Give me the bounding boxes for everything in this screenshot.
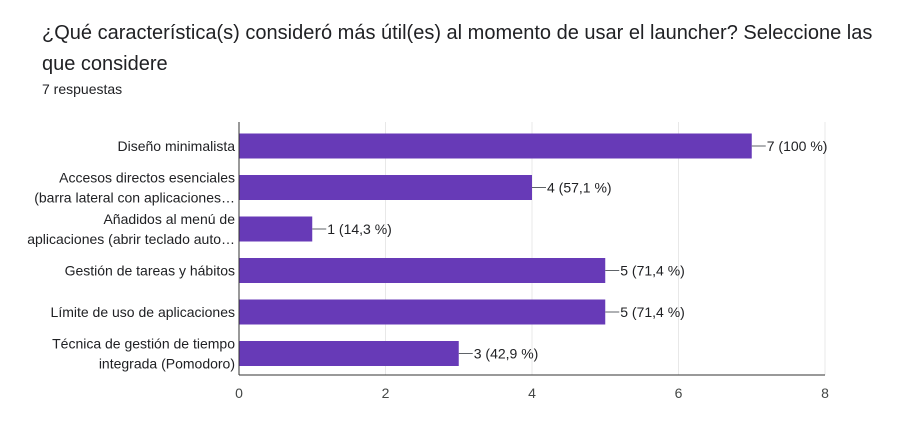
- category-label: Límite de uso de aplicaciones: [51, 304, 235, 320]
- bar: [239, 258, 606, 283]
- x-tick-label: 0: [235, 385, 243, 401]
- bar: [239, 299, 606, 325]
- data-label: 5 (71,4 %): [620, 304, 685, 320]
- category-label: Gestión de tareas y hábitos: [65, 263, 235, 279]
- category-label: aplicaciones (abrir teclado auto…: [27, 231, 235, 247]
- data-label: 5 (71,4 %): [620, 263, 685, 279]
- category-label: Añadidos al menú de: [103, 211, 235, 227]
- bar: [239, 216, 313, 242]
- bar: [239, 133, 752, 159]
- x-tick-label: 8: [821, 385, 829, 401]
- data-label: 7 (100 %): [767, 138, 828, 154]
- data-label: 4 (57,1 %): [547, 180, 612, 196]
- x-tick-label: 4: [528, 385, 536, 401]
- x-tick-label: 2: [382, 385, 390, 401]
- category-label: Diseño minimalista: [118, 138, 236, 154]
- question-title: ¿Qué característica(s) consideró más úti…: [42, 22, 873, 75]
- category-label: Accesos directos esenciales: [59, 170, 235, 186]
- category-label: (barra lateral con aplicaciones…: [34, 190, 235, 206]
- x-tick-label: 6: [675, 385, 683, 401]
- data-label: 1 (14,3 %): [327, 221, 392, 237]
- bar: [239, 341, 459, 366]
- data-label: 3 (42,9 %): [474, 346, 539, 362]
- category-label: Técnica de gestión de tiempo: [52, 336, 235, 352]
- category-label: integrada (Pomodoro): [99, 356, 235, 372]
- response-count: 7 respuestas: [42, 81, 123, 97]
- bar: [239, 175, 532, 200]
